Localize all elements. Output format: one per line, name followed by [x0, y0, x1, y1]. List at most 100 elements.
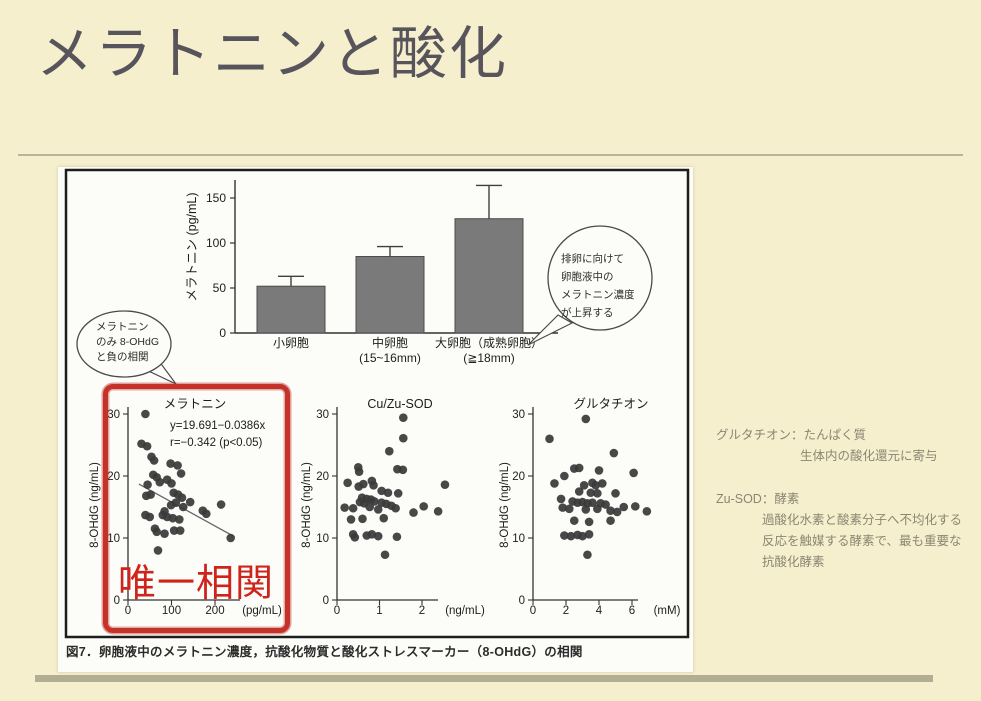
- scatter-point: [175, 515, 184, 524]
- scatter-point: [583, 550, 592, 560]
- scatter-point: [354, 467, 364, 476]
- left-speech-bubble-text: と負の相関: [96, 350, 149, 363]
- scatter-point: [606, 516, 615, 525]
- side-notes: グルタチオン：たんぱく質 生体内の酸化還元に寄与 Zu-SOD：酵素 過酸化水素…: [716, 425, 981, 595]
- bar-y-tick-label: 50: [213, 281, 227, 295]
- scatter-point: [578, 531, 587, 541]
- scatter-point: [550, 479, 559, 488]
- bar-chart: 0 50 100 150 小卵胞 中卵胞(15~16mm) 大卵胞（成熟卵胞）(≧18mm)…: [185, 180, 558, 365]
- scatter-x-tick-label: 2: [563, 605, 569, 617]
- scatter-point: [593, 504, 602, 514]
- scatter-x-tick-label: 0: [125, 605, 131, 617]
- bar-category-label: (15~16mm): [359, 351, 421, 365]
- scatter-title: グルタチオン: [573, 397, 648, 411]
- scatter-point: [202, 509, 211, 519]
- scatter-point: [566, 531, 576, 541]
- scatter-y-tick-label: 0: [323, 595, 329, 607]
- scatter-y-axis-title: 8-OHdG (ng/mL): [301, 462, 313, 548]
- figure-scan: 0 50 100 150 小卵胞 中卵胞 (15~16mm) 大卵胞（成熟卵胞） (≧18mm)…: [58, 167, 693, 672]
- scatter-y-tick-label: 10: [107, 533, 120, 545]
- scatter-point: [391, 503, 400, 513]
- scatter-point: [354, 482, 363, 491]
- scatter-point: [631, 502, 640, 511]
- scatter-y-tick-label: 0: [114, 595, 120, 607]
- bar: [454, 218, 524, 334]
- scatter-x-tick-label: 0: [334, 605, 340, 617]
- scatter-x-tick-label: 4: [596, 605, 603, 617]
- scatter-point: [606, 506, 615, 516]
- scatter-y-tick-label: 0: [519, 595, 525, 607]
- scatter-point: [365, 502, 375, 512]
- scatter-point: [598, 479, 607, 488]
- note-sod: Zu-SOD：酵素 過酸化水素と酸素分子へ不均化する 反応を触媒する酵素で、最も…: [716, 489, 981, 573]
- figure-frame: [64, 168, 690, 639]
- scatter-x-unit-label: (ng/mL): [445, 605, 485, 617]
- scatter-point: [642, 507, 652, 516]
- bar-category-label: (≧18mm): [463, 351, 514, 365]
- scatter-point: [612, 507, 622, 517]
- scatter-point: [169, 526, 179, 535]
- scatter-point: [619, 502, 629, 512]
- scatter-y-tick-label: 30: [107, 409, 120, 421]
- scatter-x-tick-label: 200: [205, 605, 224, 617]
- left-speech-bubble-shape: [76, 310, 172, 378]
- scatter-title: メラトニン: [164, 397, 227, 411]
- scatter-point: [340, 503, 349, 512]
- note-glutathione-title: グルタチオン：たんぱく質: [716, 428, 867, 442]
- scatter-x-unit-label: (mM): [654, 605, 681, 617]
- scatter-point: [409, 508, 418, 517]
- scatter-point: [629, 468, 638, 478]
- scatter-point: [343, 478, 352, 488]
- scatter-point: [143, 480, 152, 489]
- right-speech-bubble-text: 卵胞液中の: [561, 270, 614, 283]
- scatter-point: [399, 433, 408, 443]
- note-sod-title: Zu-SOD：酵素: [716, 492, 800, 506]
- scatter-point: [168, 513, 178, 523]
- scatter-point: [379, 513, 389, 523]
- regression-line: [138, 483, 235, 538]
- scatter-y-axis-title: 8-OHdG (ng/mL): [89, 462, 101, 548]
- scatter-point: [369, 481, 378, 490]
- scatter-point: [601, 500, 610, 509]
- note-glutathione-detail: 生体内の酸化還元に寄与: [800, 449, 938, 463]
- title-divider: [18, 154, 963, 156]
- scatter-y-tick-label: 20: [316, 471, 329, 483]
- scatter-point: [584, 529, 594, 539]
- regression-annotation: r=−0.342 (p<0.05): [170, 437, 263, 449]
- scatter-points: [545, 414, 652, 560]
- scatter-point: [216, 500, 226, 509]
- scatter-point: [565, 504, 574, 514]
- scatter-point: [142, 441, 152, 451]
- scatter-points: [340, 413, 450, 560]
- highlight-red-box: [103, 384, 290, 633]
- right-speech-bubble-text: 排卵に向けて: [561, 252, 624, 265]
- scatter-y-tick-label: 10: [512, 533, 525, 545]
- bar-y-axis-title: メラトニン (pg/mL): [185, 192, 199, 301]
- scatter-point: [177, 493, 187, 503]
- scatter-point: [560, 531, 569, 540]
- scatter-point: [574, 487, 584, 496]
- right-speech-bubble-tail: [527, 314, 574, 346]
- scatter-point: [593, 489, 602, 498]
- scatter-point: [591, 481, 600, 490]
- scatter-point: [141, 409, 150, 419]
- scatter-plot-グルタチオン: 0 10 20 30 0 2 4 6 (mM) グルタチオン 8-OHdG (ng/mL): [499, 397, 681, 617]
- scatter-point: [175, 526, 185, 535]
- scatter-x-tick-label: 0: [530, 605, 536, 617]
- scatter-point: [152, 527, 162, 537]
- scatter-point: [160, 529, 169, 538]
- note-sod-line-3: 抗酸化酵素: [762, 555, 825, 569]
- scatter-x-tick-label: 100: [162, 605, 181, 617]
- scatter-point: [574, 463, 584, 473]
- scatter-point: [350, 533, 360, 542]
- regression-annotation: y=19.691−0.0386x: [170, 420, 266, 432]
- scatter-point: [398, 465, 408, 475]
- scatter-point: [358, 514, 367, 524]
- scatter-point: [569, 516, 579, 525]
- scatter-point: [560, 471, 569, 481]
- scatter-point: [178, 502, 188, 512]
- scatter-y-tick-label: 20: [512, 471, 525, 483]
- scatter-point: [149, 456, 159, 465]
